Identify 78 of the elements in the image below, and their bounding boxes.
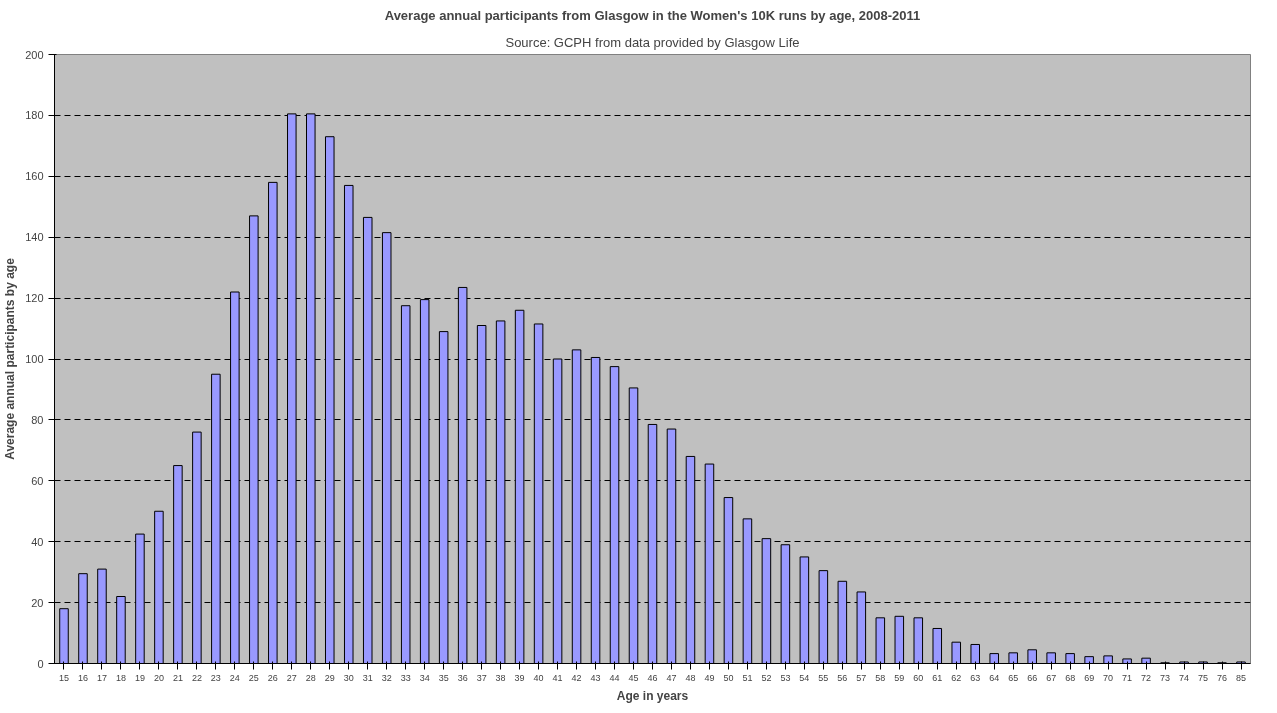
y-tick-label: 100 xyxy=(25,353,44,365)
x-tick-label: 69 xyxy=(1084,672,1095,683)
x-tick-label: 63 xyxy=(970,672,981,683)
x-tick-label: 68 xyxy=(1065,672,1076,683)
x-tick-label: 21 xyxy=(172,672,183,683)
y-tick-label: 80 xyxy=(31,413,44,426)
x-tick-label: 47 xyxy=(666,672,677,683)
y-axis-title: Average annual participants by age xyxy=(3,257,18,460)
x-tick-label: 70 xyxy=(1103,672,1114,683)
y-tick-label: 0 xyxy=(37,657,44,670)
x-axis-title: Age in years xyxy=(616,688,689,703)
x-tick-label: 26 xyxy=(267,672,278,683)
x-tick-label: 50 xyxy=(723,672,734,683)
x-tick-label: 66 xyxy=(1027,672,1038,683)
x-tick-label: 19 xyxy=(134,672,145,683)
x-tick-label: 41 xyxy=(552,672,563,683)
y-tick-label: 180 xyxy=(25,109,44,122)
chart-title: Average annual participants from Glasgow in the Women's 10K runs by age, 2008-2011 xyxy=(384,7,921,23)
x-tick-label: 37 xyxy=(476,672,487,683)
y-tick-label: 200 xyxy=(25,48,44,61)
x-tick-label: 71 xyxy=(1122,672,1133,683)
x-tick-label: 60 xyxy=(913,672,924,683)
x-tick-label: 64 xyxy=(989,672,1000,683)
x-tick-label: 27 xyxy=(286,672,297,683)
y-tick-label: 20 xyxy=(31,596,44,609)
y-tick-label: 60 xyxy=(31,474,44,487)
x-tick-label: 24 xyxy=(229,672,240,683)
x-tick-label: 53 xyxy=(780,672,791,683)
x-tick-label: 51 xyxy=(742,672,753,683)
x-tick-label: 29 xyxy=(324,672,335,683)
x-tick-label: 35 xyxy=(438,672,449,683)
x-tick-label: 17 xyxy=(96,672,107,683)
x-tick-label: 42 xyxy=(571,672,582,683)
x-tick-label: 40 xyxy=(533,672,544,683)
x-tick-label: 65 xyxy=(1008,672,1019,683)
x-tick-label: 57 xyxy=(856,672,867,683)
x-tick-label: 61 xyxy=(932,672,943,683)
x-tick-label: 76 xyxy=(1217,672,1228,683)
x-tick-label: 31 xyxy=(362,672,373,683)
y-tick-label: 120 xyxy=(25,292,44,305)
x-tick-label: 59 xyxy=(894,672,905,683)
x-tick-label: 58 xyxy=(875,672,886,683)
x-tick-label: 72 xyxy=(1141,672,1152,683)
x-tick-label: 34 xyxy=(419,672,430,683)
x-tick-label: 16 xyxy=(77,672,88,683)
x-tick-label: 46 xyxy=(647,672,658,683)
x-tick-label: 74 xyxy=(1179,672,1190,683)
x-tick-label: 44 xyxy=(609,672,620,683)
x-tick-label: 25 xyxy=(248,672,259,683)
x-tick-label: 85 xyxy=(1236,672,1247,683)
x-tick-label: 67 xyxy=(1046,672,1057,683)
x-tick-label: 18 xyxy=(115,672,126,683)
x-tick-label: 30 xyxy=(343,672,354,683)
x-tick-label: 75 xyxy=(1198,672,1209,683)
x-tick-label: 54 xyxy=(799,672,810,683)
y-tick-label: 160 xyxy=(25,170,44,183)
x-tick-label: 38 xyxy=(495,672,506,683)
x-tick-label: 73 xyxy=(1160,672,1171,683)
x-tick-label: 52 xyxy=(761,672,772,683)
x-tick-label: 49 xyxy=(704,672,715,683)
x-tick-label: 32 xyxy=(381,672,392,683)
x-tick-label: 55 xyxy=(818,672,829,683)
y-tick-label: 140 xyxy=(25,231,44,244)
x-tick-label: 23 xyxy=(210,672,221,683)
x-tick-label: 15 xyxy=(58,672,69,683)
x-tick-label: 45 xyxy=(628,672,639,683)
x-tick-label: 20 xyxy=(153,672,164,683)
y-tick-label: 40 xyxy=(31,535,44,548)
x-tick-label: 28 xyxy=(305,672,316,683)
chart-subtitle: Source: GCPH from data provided by Glasgow Life xyxy=(505,34,800,50)
x-tick-label: 62 xyxy=(951,672,962,683)
x-tick-label: 22 xyxy=(191,672,202,683)
x-tick-label: 43 xyxy=(590,672,601,683)
x-tick-label: 33 xyxy=(400,672,411,683)
x-tick-label: 36 xyxy=(457,672,468,683)
x-tick-label: 56 xyxy=(837,672,848,683)
x-tick-label: 48 xyxy=(685,672,696,683)
x-tick-label: 39 xyxy=(514,672,525,683)
